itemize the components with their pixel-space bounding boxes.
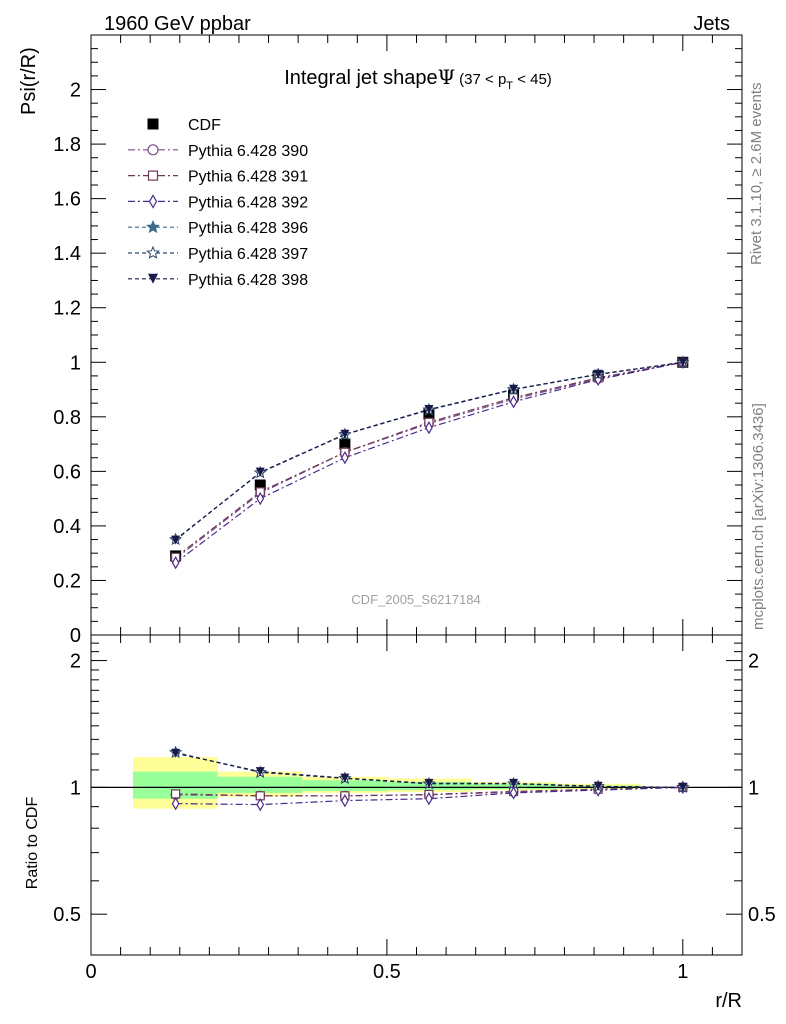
ratio-y-tick-label: 0.5 (53, 904, 81, 926)
data-point-3-2 (341, 451, 349, 465)
x-tick-labels: 0 0.5 1 (85, 961, 688, 983)
uncertainty-band-inner (217, 776, 303, 793)
ratio-point-5-6 (678, 782, 688, 792)
legend-label: CDF (188, 117, 221, 134)
data-point-0-1 (254, 479, 266, 491)
legend-marker (146, 219, 160, 234)
series-line-4 (175, 361, 683, 540)
ratio-series-markers (169, 745, 690, 812)
data-point-3-1 (256, 491, 265, 506)
legend-entry: Pythia 6.428 398 (128, 272, 308, 289)
main-series-markers (169, 355, 690, 570)
data-point-0-2 (339, 438, 351, 450)
ratio-point-2-1 (256, 797, 265, 812)
legend-label: Pythia 6.428 397 (188, 246, 308, 263)
ratio-point-5-5 (593, 781, 603, 791)
legend-entry: Pythia 6.428 397 (128, 245, 308, 263)
legend-marker (147, 170, 159, 181)
series-line-3 (175, 361, 683, 564)
legend-entry: Pythia 6.428 390 (128, 143, 308, 160)
ratio-point-2-3 (425, 791, 433, 806)
x-tick-label: 0 (85, 961, 96, 983)
main-y-tick-label: 1 (70, 352, 81, 374)
main-y-tick-label: 1.8 (53, 134, 81, 156)
header-jets-label: Jets (693, 13, 730, 35)
x-tick-label: 0.5 (373, 961, 401, 983)
ratio-point-5-0 (171, 748, 181, 758)
data-point-3-0 (171, 556, 180, 570)
data-point-3-3 (425, 421, 433, 435)
ratio-y-tick-label-right: 2 (748, 651, 759, 673)
ratio-point-5-3 (424, 778, 434, 788)
data-point-3-4 (509, 395, 518, 409)
legend-label: Pythia 6.428 398 (188, 272, 308, 289)
legend-marker (147, 144, 159, 156)
legend-marker (148, 194, 158, 209)
main-y-tick-label: 1.2 (53, 298, 81, 320)
main-y-tick-label: 1.6 (53, 189, 81, 211)
series-line-1 (175, 361, 683, 560)
legend-label: Pythia 6.428 390 (188, 143, 308, 160)
series-line-5 (175, 361, 683, 540)
main-series-lines (175, 361, 683, 564)
legend-label: Pythia 6.428 391 (188, 169, 308, 186)
series-line-2 (175, 361, 683, 558)
ratio-point-5-2 (340, 773, 350, 783)
ratio-y-tick-label: 2 (70, 651, 81, 673)
x-axis-label: r/R (715, 990, 742, 1012)
main-y-tick-label: 0.6 (53, 461, 81, 483)
header-energy-label: 1960 GeV ppbar (104, 13, 251, 35)
uncertainty-band-inner (302, 780, 387, 792)
legend-entry: CDF (147, 117, 221, 134)
main-y-tick-label: 0.8 (53, 407, 81, 429)
rivet-version-label: Rivet 3.1.10, ≥ 2.6M events (748, 83, 765, 266)
legend-label: Pythia 6.428 396 (188, 220, 308, 237)
ratio-y-tick-labels: 0.5 0.5 1 1 2 2 (53, 651, 776, 927)
legend-marker (146, 245, 160, 259)
data-point-6-3 (424, 404, 434, 414)
ratio-point-2-0 (171, 796, 180, 811)
main-y-tick-label: 1.4 (53, 243, 81, 265)
legend: CDF Pythia 6.428 390 Pythia 6.428 391 Pythi… (128, 117, 308, 289)
ratio-uncertainty-bands (91, 757, 742, 809)
main-y-tick-label: 2 (70, 80, 81, 102)
series-line-6 (175, 361, 683, 541)
ratio-y-tick-label-right: 0.5 (748, 904, 776, 926)
ratio-point-1-0 (171, 789, 181, 799)
ratio-point-5-1 (255, 767, 265, 777)
ratio-axis-ticks (90, 635, 743, 956)
main-y-axis-label: Psi(r/R) (18, 47, 40, 115)
ratio-point-5-4 (509, 778, 519, 788)
data-point-6-2 (340, 429, 350, 439)
main-axis-ticks (90, 34, 743, 636)
data-point-6-0 (171, 535, 181, 545)
mcplots-label: mcplots.cern.ch [arXiv:1306.3436] (750, 403, 767, 630)
legend-marker (148, 273, 158, 284)
legend-label: Pythia 6.428 392 (188, 194, 308, 211)
data-point-6-5 (593, 369, 603, 379)
legend-entry: Pythia 6.428 391 (128, 169, 308, 186)
ratio-y-tick-label-right: 1 (748, 777, 759, 799)
ratio-plot-panel: 0.5 0.51 12 2 0 0.5 1 Ratio to CDF r/R (24, 634, 776, 1012)
legend-marker (147, 118, 159, 130)
data-point-6-1 (255, 467, 265, 477)
ratio-point-2-2 (341, 793, 349, 808)
ratio-point-2-4 (509, 786, 518, 800)
legend-entry: Pythia 6.428 392 (128, 194, 308, 211)
data-point-6-4 (509, 384, 519, 394)
main-y-tick-label: 0.2 (53, 570, 81, 592)
chart-title: Integral jet shapeΨ (37 < pT < 45) (284, 65, 552, 92)
main-y-tick-label: 0.4 (53, 516, 81, 538)
data-point-0-3 (423, 408, 435, 420)
main-plot-panel: 0 0.2 0.4 0.6 0.8 1 1.2 1.4 1.6 1.8 2 CDF Pythia 6.… (18, 34, 743, 647)
analysis-id-watermark: CDF_2005_S6217184 (351, 592, 480, 607)
data-point-6-6 (678, 357, 688, 367)
x-tick-label: 1 (677, 961, 688, 983)
ratio-y-tick-label: 1 (70, 777, 81, 799)
legend-entry: Pythia 6.428 396 (128, 219, 308, 237)
main-y-tick-label: 0 (70, 625, 81, 647)
main-y-tick-labels: 0 0.2 0.4 0.6 0.8 1 1.2 1.4 1.6 1.8 2 (53, 80, 81, 647)
ratio-y-axis-label: Ratio to CDF (24, 797, 41, 890)
